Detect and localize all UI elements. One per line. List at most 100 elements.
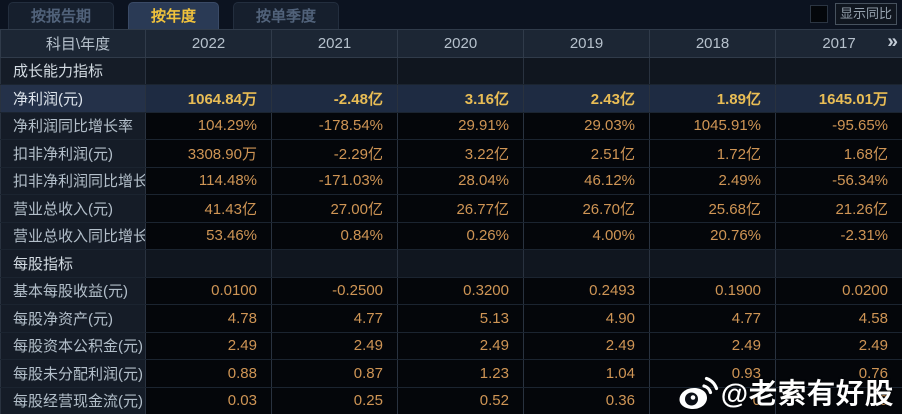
cell-value: 3.22亿: [397, 139, 524, 168]
year-header-2017: 2018: [649, 29, 776, 58]
show-yoy-checkbox[interactable]: [810, 5, 828, 23]
cell-value: [649, 56, 776, 85]
cell-value: 0.26%: [397, 221, 524, 250]
cell-value: 0.88: [145, 359, 272, 388]
cell-value: 0.0200: [775, 276, 902, 305]
table-body: 成长能力指标 净利润(元) 1064.84万 -2.48亿 3.16亿 2.43亿 1.89…: [0, 56, 902, 414]
cell-value: [271, 56, 398, 85]
cell-value: 25.68亿: [649, 194, 776, 223]
cell-value: [397, 249, 524, 278]
row-label: 每股经营现金流(元): [0, 386, 146, 414]
cell-value: 1.89亿: [649, 84, 776, 113]
show-yoy-label[interactable]: 显示同比: [835, 3, 897, 25]
cell-value: 1.68亿: [775, 139, 902, 168]
cell-value: [523, 249, 650, 278]
year-header-2021: 2021: [271, 29, 398, 58]
cell-value: 29.91%: [397, 111, 524, 140]
cell-value: [145, 56, 272, 85]
weibo-icon: [679, 376, 718, 409]
cell-value: 3308.90万: [145, 139, 272, 168]
table-row[interactable]: 扣非净利润(元) 3308.90万 -2.29亿 3.22亿 2.51亿 1.72亿 1.6…: [0, 139, 902, 168]
cell-value: [145, 249, 272, 278]
cell-value: 0: [649, 386, 776, 414]
cell-value: 0.87: [271, 359, 398, 388]
tab-annual[interactable]: 按年度: [128, 2, 220, 29]
cell-value: 2.49: [649, 331, 776, 360]
cell-value: -95.65%: [775, 111, 902, 140]
cell-value: -171.03%: [271, 166, 398, 195]
cell-value: 4.90: [523, 304, 650, 333]
section-row[interactable]: 成长能力指标: [0, 56, 902, 85]
cell-value: 2.49: [271, 331, 398, 360]
cell-value: [397, 56, 524, 85]
cell-value: -2.29亿: [271, 139, 398, 168]
more-columns-icon[interactable]: »: [887, 31, 897, 53]
cell-value: 0.3200: [397, 276, 524, 305]
cell-value: 0.84%: [271, 221, 398, 250]
cell-value: 0.03: [145, 386, 272, 414]
table-row[interactable]: 每股净资产(元) 4.78 4.77 5.13 4.90 4.77 4.58: [0, 304, 902, 333]
year-header-2017-label: 2017: [822, 34, 856, 52]
cell-value: 20.76%: [649, 221, 776, 250]
section-row[interactable]: 每股指标: [0, 249, 902, 278]
table-row[interactable]: 每股资本公积金(元) 2.49 2.49 2.49 2.49 2.49 2.49: [0, 331, 902, 360]
row-label: 每股指标: [0, 249, 146, 278]
year-header-2022: 2022: [145, 29, 272, 58]
cell-value: 114.48%: [145, 166, 272, 195]
cell-value: 0.1900: [649, 276, 776, 305]
cell-value: 3.16亿: [397, 84, 524, 113]
cell-value: 5.13: [397, 304, 524, 333]
table-row[interactable]: 营业总收入(元) 41.43亿 27.00亿 26.77亿 26.70亿 25.68亿 21…: [0, 194, 902, 223]
tab-report-period[interactable]: 按报告期: [8, 2, 115, 29]
cell-value: 0.2493: [523, 276, 650, 305]
cell-value: 2.43亿: [523, 84, 650, 113]
cell-value: 2.49: [523, 331, 650, 360]
cell-value: 46.12%: [523, 166, 650, 195]
table-row[interactable]: 营业总收入同比增长率53.46%0.84%0.26%4.00%20.76%-2.…: [0, 221, 902, 250]
year-header-2018-label: 2018: [695, 34, 730, 52]
cell-value: 1064.84万: [145, 84, 272, 113]
cell-value: 2.49: [397, 331, 524, 360]
table-row[interactable]: 净利润同比增长率 104.29% -178.54% 29.91% 29.03% 1045.…: [0, 111, 902, 140]
cell-value: 1045.91%: [649, 111, 776, 140]
cell-value: 41.43亿: [145, 194, 272, 223]
cell-value: 2.51亿: [523, 139, 650, 168]
cell-value: 1645.01万: [775, 84, 902, 113]
row-label: 扣非净利润同比增长率: [0, 166, 146, 195]
cell-value: [775, 56, 902, 85]
cell-value: 4.77: [271, 304, 398, 333]
cell-value: 2.49: [775, 331, 902, 360]
watermark: @老索有好股: [677, 372, 894, 412]
cell-value: [649, 249, 776, 278]
watermark-text: @老索有好股: [720, 378, 894, 409]
row-label: 营业总收入(元): [0, 194, 146, 223]
cell-value: [523, 56, 650, 85]
row-label: 扣非净利润(元): [0, 139, 146, 168]
table-row[interactable]: 净利润(元) 1064.84万 -2.48亿 3.16亿 2.43亿 1.89亿 1645.…: [0, 84, 902, 113]
row-label: 成长能力指标: [0, 56, 146, 85]
table-row[interactable]: 基本每股收益(元) 0.0100 -0.2500 0.3200 0.2493 0.1900…: [0, 276, 902, 305]
table-row[interactable]: 扣非净利润同比增长率114.48%-171.03%28.04%46.12%2.4…: [0, 166, 902, 195]
row-label: 净利润(元): [0, 84, 146, 113]
cell-value: 0.0100: [145, 276, 272, 305]
tab-single-quarter[interactable]: 按单季度: [233, 2, 340, 29]
cell-value: 0.52: [397, 386, 524, 414]
table-header-row: 科目\年度 2022 2021 2020 2019 2018 2017 »: [0, 29, 902, 58]
financial-table: 科目\年度 2022 2021 2020 2019 2018 2017 » 成长…: [0, 29, 902, 414]
cell-value: 104.29%: [145, 111, 272, 140]
row-label: 净利润同比增长率: [0, 111, 146, 140]
row-label: 营业总收入同比增长率: [0, 221, 146, 250]
year-header-2019: 2019: [523, 29, 650, 58]
cell-value: [271, 249, 398, 278]
cell-value: 53.46%: [145, 221, 272, 250]
cell-value: -56.34%: [775, 166, 902, 195]
cell-value: 1.04: [523, 359, 650, 388]
year-header-2020: 2020: [397, 29, 524, 58]
row-label: 基本每股收益(元): [0, 276, 146, 305]
row-label: 每股净资产(元): [0, 304, 146, 333]
cell-value: 4.78: [145, 304, 272, 333]
row-label: 每股资本公积金(元): [0, 331, 146, 360]
cell-value: 21.26亿: [775, 194, 902, 223]
cell-value: 4.58: [775, 304, 902, 333]
cell-value: 1.72亿: [649, 139, 776, 168]
